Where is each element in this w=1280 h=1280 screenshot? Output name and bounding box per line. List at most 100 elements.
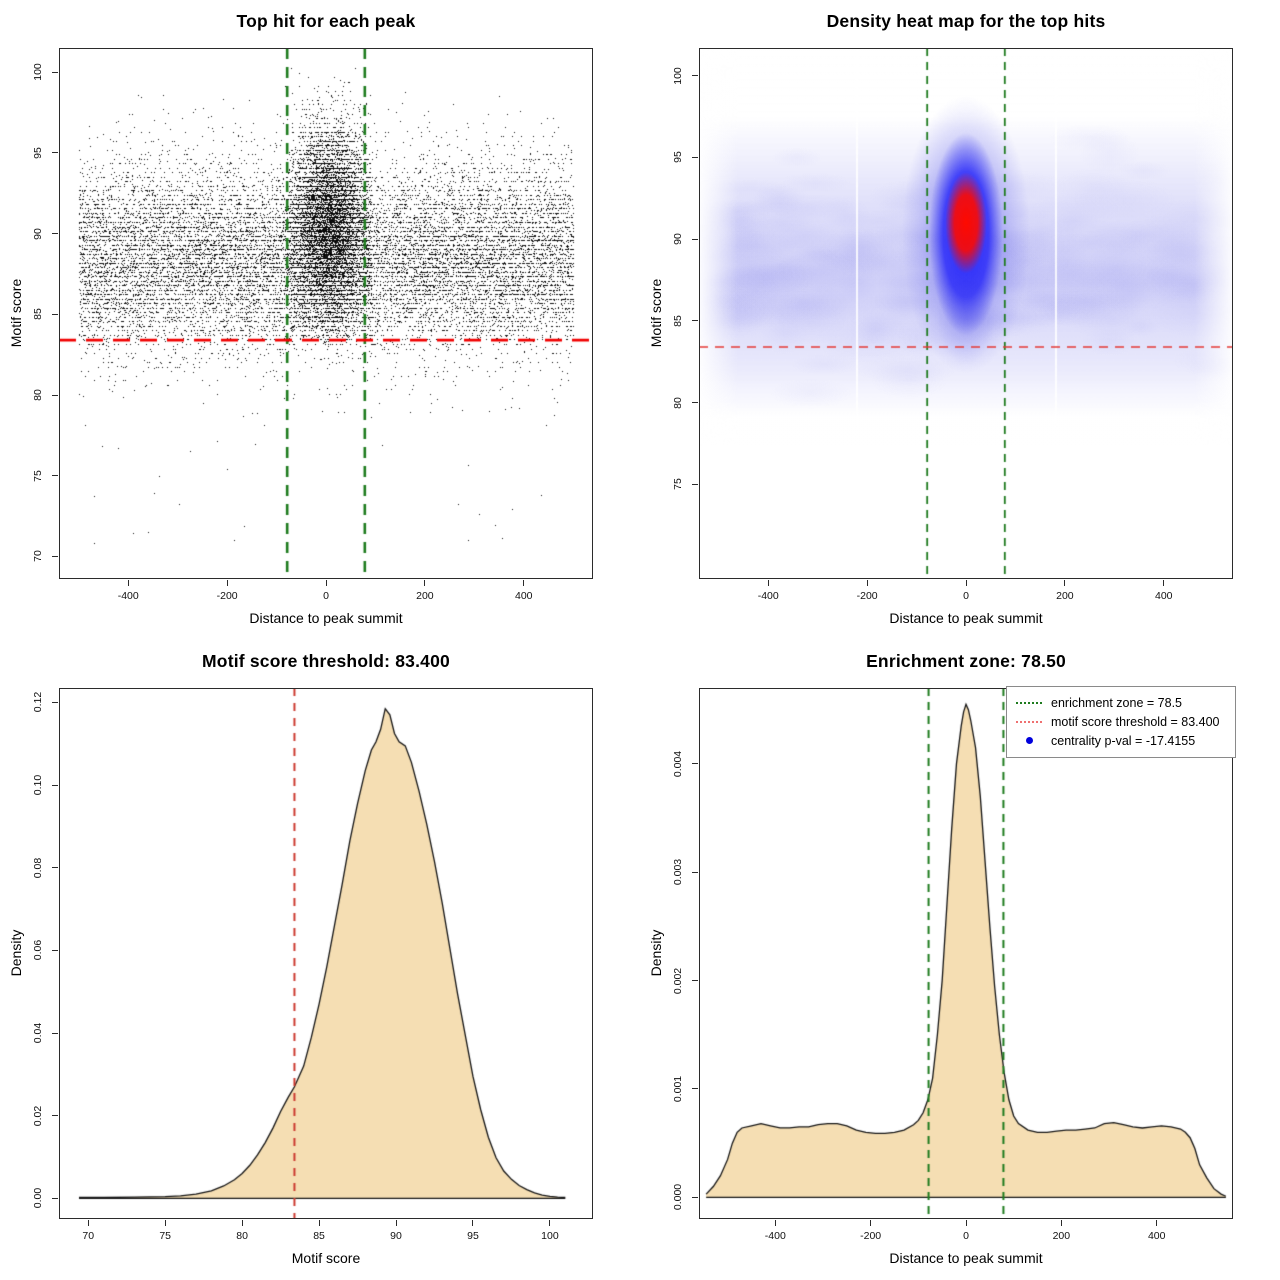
x-tick-label: 90	[390, 1230, 402, 1242]
y-tick-mark	[692, 75, 698, 77]
y-tick-mark	[52, 313, 58, 315]
y-tick-mark	[692, 320, 698, 322]
x-axis-label: Distance to peak summit	[249, 610, 403, 626]
plot-frame	[699, 688, 1233, 1219]
plot-title: Enrichment zone: 78.50	[866, 651, 1066, 671]
x-tick-label: 0	[963, 1230, 969, 1242]
y-tick-mark	[692, 980, 698, 982]
x-tick-label: 0	[963, 590, 969, 602]
x-tick-label: -200	[856, 590, 878, 602]
x-tick-label: 200	[416, 590, 434, 602]
x-tick-mark	[241, 1220, 243, 1226]
y-tick-label: 75	[32, 469, 44, 482]
y-tick-mark	[52, 701, 58, 703]
y-tick-label: 0.003	[672, 859, 684, 886]
y-tick-mark	[692, 238, 698, 240]
y-axis-label: Density	[648, 929, 664, 977]
x-axis-label: Distance to peak summit	[889, 610, 1043, 626]
y-tick-label: 0.08	[32, 857, 44, 878]
y-tick-label: 0.00	[32, 1188, 44, 1209]
x-tick-mark	[127, 580, 129, 586]
y-tick-label: 100	[32, 63, 44, 81]
y-tick-label: 0.06	[32, 940, 44, 961]
legend-item: motif score threshold = 83.400	[1007, 712, 1235, 731]
x-tick-label: 400	[515, 590, 533, 602]
panel-distance-density: Enrichment zone: 78.50 Distance to peak …	[640, 640, 1280, 1280]
x-tick-label: 85	[313, 1230, 325, 1242]
legend-dot-icon	[1007, 737, 1051, 744]
x-tick-mark	[318, 1220, 320, 1226]
y-tick-mark	[52, 71, 58, 73]
x-tick-mark	[870, 1220, 872, 1226]
legend-dotted-line-icon	[1007, 701, 1051, 704]
y-tick-label: 90	[672, 233, 684, 245]
x-tick-mark	[767, 580, 769, 586]
x-tick-mark	[164, 1220, 166, 1226]
legend-label: centrality p-val = -17.4155	[1051, 733, 1196, 748]
x-tick-label: 200	[1052, 1230, 1071, 1242]
plot-frame	[59, 688, 593, 1219]
y-tick-mark	[52, 1032, 58, 1034]
plot-frame	[59, 48, 593, 579]
density-canvas	[699, 688, 1233, 1219]
legend-box: enrichment zone = 78.5 motif score thresh…	[1006, 686, 1236, 758]
x-tick-mark	[965, 580, 967, 586]
x-tick-label: 200	[1056, 590, 1074, 602]
y-tick-label: 0.12	[32, 692, 44, 713]
x-tick-mark	[325, 580, 327, 586]
x-tick-label: -400	[757, 590, 779, 602]
y-tick-label: 0.002	[672, 967, 684, 994]
y-tick-label: 0.10	[32, 774, 44, 796]
x-tick-label: 70	[82, 1230, 95, 1242]
y-axis-label: Density	[8, 929, 24, 977]
y-axis-label: Motif score	[8, 278, 24, 348]
y-tick-label: 0.04	[32, 1022, 44, 1044]
x-tick-mark	[226, 580, 228, 586]
y-tick-mark	[52, 233, 58, 235]
y-tick-mark	[692, 402, 698, 404]
y-tick-label: 85	[32, 308, 44, 321]
x-tick-label: -400	[117, 590, 139, 602]
x-tick-label: -400	[764, 1230, 786, 1242]
y-tick-mark	[52, 867, 58, 869]
y-tick-label: 0.02	[32, 1105, 44, 1126]
x-axis-label: Motif score	[291, 1250, 361, 1266]
y-tick-mark	[692, 1196, 698, 1198]
x-tick-label: 400	[1147, 1230, 1166, 1242]
legend-label: enrichment zone = 78.5	[1051, 695, 1182, 710]
y-tick-label: 75	[672, 478, 684, 491]
x-tick-mark	[1163, 580, 1165, 586]
x-tick-label: -200	[860, 1230, 882, 1242]
x-tick-mark	[472, 1220, 474, 1226]
y-tick-mark	[52, 152, 58, 154]
y-tick-mark	[692, 483, 698, 485]
legend-label: motif score threshold = 83.400	[1051, 714, 1220, 729]
plot-frame	[699, 48, 1233, 579]
x-tick-mark	[523, 580, 525, 586]
plot-title: Top hit for each peak	[236, 11, 416, 31]
x-tick-mark	[965, 1220, 967, 1226]
scatter-canvas	[59, 48, 593, 579]
y-tick-label: 0.001	[672, 1075, 684, 1103]
x-axis-label: Distance to peak summit	[889, 1250, 1043, 1266]
panel-top-hit-scatter: Top hit for each peak Distance to peak s…	[0, 0, 640, 640]
y-tick-mark	[52, 394, 58, 396]
x-tick-label: 75	[159, 1230, 172, 1242]
x-tick-mark	[87, 1220, 89, 1226]
x-tick-mark	[1064, 580, 1066, 586]
y-tick-mark	[692, 156, 698, 158]
y-tick-label: 95	[672, 151, 684, 164]
legend-dotted-line-icon	[1007, 720, 1051, 723]
plot-title: Motif score threshold: 83.400	[202, 651, 450, 671]
y-tick-mark	[52, 555, 58, 557]
x-tick-mark	[1156, 1220, 1158, 1226]
x-tick-label: 95	[467, 1230, 479, 1242]
y-tick-label: 90	[32, 227, 44, 240]
x-tick-label: 80	[236, 1230, 248, 1242]
x-tick-label: 400	[1155, 590, 1173, 602]
panel-motif-score-density: Motif score threshold: 83.400 Motif scor…	[0, 640, 640, 1280]
plot-title: Density heat map for the top hits	[826, 11, 1106, 31]
x-tick-mark	[549, 1220, 551, 1226]
y-tick-label: 80	[672, 396, 684, 409]
